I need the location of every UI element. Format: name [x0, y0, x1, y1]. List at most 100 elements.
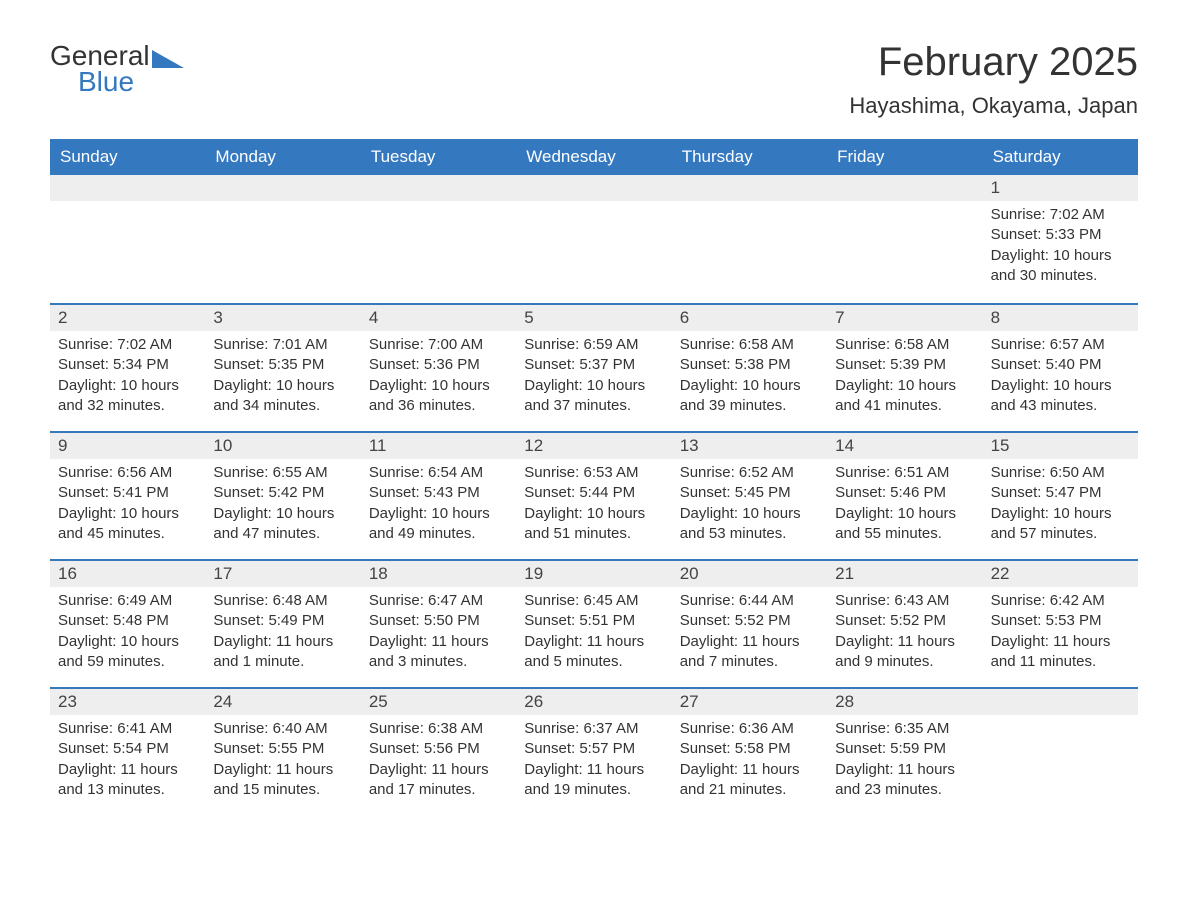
day-content: Sunrise: 6:42 AMSunset: 5:53 PMDaylight:…	[983, 587, 1138, 682]
sunset-line: Sunset: 5:45 PM	[680, 483, 819, 503]
sunset-line: Sunset: 5:57 PM	[524, 739, 663, 759]
week-row: 23Sunrise: 6:41 AMSunset: 5:54 PMDayligh…	[50, 687, 1138, 815]
weekday-monday: Monday	[205, 139, 360, 175]
day-content: Sunrise: 6:41 AMSunset: 5:54 PMDaylight:…	[50, 715, 205, 810]
sunrise-line: Sunrise: 6:56 AM	[58, 463, 197, 483]
day-number: 14	[827, 433, 982, 459]
sunset-line: Sunset: 5:52 PM	[835, 611, 974, 631]
day-content: Sunrise: 6:59 AMSunset: 5:37 PMDaylight:…	[516, 331, 671, 426]
day-cell: 13Sunrise: 6:52 AMSunset: 5:45 PMDayligh…	[672, 433, 827, 559]
sunset-line: Sunset: 5:55 PM	[213, 739, 352, 759]
sunrise-line: Sunrise: 6:50 AM	[991, 463, 1130, 483]
sunset-line: Sunset: 5:41 PM	[58, 483, 197, 503]
sunset-line: Sunset: 5:36 PM	[369, 355, 508, 375]
sunrise-line: Sunrise: 7:00 AM	[369, 335, 508, 355]
week-row: 16Sunrise: 6:49 AMSunset: 5:48 PMDayligh…	[50, 559, 1138, 687]
empty-day-bar	[516, 175, 671, 201]
sunset-line: Sunset: 5:34 PM	[58, 355, 197, 375]
day-number: 4	[361, 305, 516, 331]
day-number: 6	[672, 305, 827, 331]
day-number: 24	[205, 689, 360, 715]
day-content: Sunrise: 7:01 AMSunset: 5:35 PMDaylight:…	[205, 331, 360, 426]
sunset-line: Sunset: 5:59 PM	[835, 739, 974, 759]
sunrise-line: Sunrise: 6:53 AM	[524, 463, 663, 483]
sunrise-line: Sunrise: 6:38 AM	[369, 719, 508, 739]
day-content: Sunrise: 7:02 AMSunset: 5:34 PMDaylight:…	[50, 331, 205, 426]
day-number: 9	[50, 433, 205, 459]
day-content: Sunrise: 6:45 AMSunset: 5:51 PMDaylight:…	[516, 587, 671, 682]
day-number: 28	[827, 689, 982, 715]
daylight-line: Daylight: 11 hours and 19 minutes.	[524, 760, 663, 801]
daylight-line: Daylight: 10 hours and 39 minutes.	[680, 376, 819, 417]
day-number: 5	[516, 305, 671, 331]
day-cell: 16Sunrise: 6:49 AMSunset: 5:48 PMDayligh…	[50, 561, 205, 687]
day-content: Sunrise: 6:51 AMSunset: 5:46 PMDaylight:…	[827, 459, 982, 554]
sunrise-line: Sunrise: 6:40 AM	[213, 719, 352, 739]
daylight-line: Daylight: 10 hours and 53 minutes.	[680, 504, 819, 545]
day-content: Sunrise: 6:58 AMSunset: 5:38 PMDaylight:…	[672, 331, 827, 426]
empty-day-bar	[50, 175, 205, 201]
sunrise-line: Sunrise: 7:02 AM	[991, 205, 1130, 225]
day-number: 27	[672, 689, 827, 715]
day-cell: 19Sunrise: 6:45 AMSunset: 5:51 PMDayligh…	[516, 561, 671, 687]
daylight-line: Daylight: 10 hours and 30 minutes.	[991, 246, 1130, 287]
daylight-line: Daylight: 10 hours and 47 minutes.	[213, 504, 352, 545]
day-cell: 9Sunrise: 6:56 AMSunset: 5:41 PMDaylight…	[50, 433, 205, 559]
daylight-line: Daylight: 11 hours and 15 minutes.	[213, 760, 352, 801]
day-number: 2	[50, 305, 205, 331]
day-content: Sunrise: 6:44 AMSunset: 5:52 PMDaylight:…	[672, 587, 827, 682]
sunset-line: Sunset: 5:43 PM	[369, 483, 508, 503]
day-cell: 17Sunrise: 6:48 AMSunset: 5:49 PMDayligh…	[205, 561, 360, 687]
sunset-line: Sunset: 5:54 PM	[58, 739, 197, 759]
day-content: Sunrise: 6:38 AMSunset: 5:56 PMDaylight:…	[361, 715, 516, 810]
sunrise-line: Sunrise: 6:51 AM	[835, 463, 974, 483]
calendar: SundayMondayTuesdayWednesdayThursdayFrid…	[50, 139, 1138, 815]
day-number: 21	[827, 561, 982, 587]
day-number: 11	[361, 433, 516, 459]
day-cell	[827, 175, 982, 303]
sunrise-line: Sunrise: 6:54 AM	[369, 463, 508, 483]
day-content: Sunrise: 6:50 AMSunset: 5:47 PMDaylight:…	[983, 459, 1138, 554]
empty-day-bar	[983, 689, 1138, 715]
daylight-line: Daylight: 10 hours and 45 minutes.	[58, 504, 197, 545]
sunrise-line: Sunrise: 6:58 AM	[680, 335, 819, 355]
day-content: Sunrise: 6:56 AMSunset: 5:41 PMDaylight:…	[50, 459, 205, 554]
month-title: February 2025	[849, 40, 1138, 85]
sunset-line: Sunset: 5:49 PM	[213, 611, 352, 631]
header: General Blue February 2025 Hayashima, Ok…	[50, 40, 1138, 119]
day-number: 8	[983, 305, 1138, 331]
sunrise-line: Sunrise: 6:57 AM	[991, 335, 1130, 355]
day-cell: 20Sunrise: 6:44 AMSunset: 5:52 PMDayligh…	[672, 561, 827, 687]
sunrise-line: Sunrise: 6:36 AM	[680, 719, 819, 739]
day-number: 1	[983, 175, 1138, 201]
weekday-header-row: SundayMondayTuesdayWednesdayThursdayFrid…	[50, 139, 1138, 175]
sunrise-line: Sunrise: 6:42 AM	[991, 591, 1130, 611]
daylight-line: Daylight: 11 hours and 21 minutes.	[680, 760, 819, 801]
day-content: Sunrise: 6:55 AMSunset: 5:42 PMDaylight:…	[205, 459, 360, 554]
day-cell: 25Sunrise: 6:38 AMSunset: 5:56 PMDayligh…	[361, 689, 516, 815]
day-number: 13	[672, 433, 827, 459]
daylight-line: Daylight: 10 hours and 43 minutes.	[991, 376, 1130, 417]
day-cell: 14Sunrise: 6:51 AMSunset: 5:46 PMDayligh…	[827, 433, 982, 559]
day-cell: 5Sunrise: 6:59 AMSunset: 5:37 PMDaylight…	[516, 305, 671, 431]
day-number: 18	[361, 561, 516, 587]
day-cell: 15Sunrise: 6:50 AMSunset: 5:47 PMDayligh…	[983, 433, 1138, 559]
day-cell: 22Sunrise: 6:42 AMSunset: 5:53 PMDayligh…	[983, 561, 1138, 687]
sunset-line: Sunset: 5:38 PM	[680, 355, 819, 375]
day-number: 15	[983, 433, 1138, 459]
day-cell	[50, 175, 205, 303]
daylight-line: Daylight: 10 hours and 57 minutes.	[991, 504, 1130, 545]
day-cell: 24 Sunrise: 6:40 AMSunset: 5:55 PMDayligh…	[205, 689, 360, 815]
daylight-line: Daylight: 10 hours and 59 minutes.	[58, 632, 197, 673]
daylight-line: Daylight: 11 hours and 3 minutes.	[369, 632, 508, 673]
sunset-line: Sunset: 5:40 PM	[991, 355, 1130, 375]
day-cell: 7Sunrise: 6:58 AMSunset: 5:39 PMDaylight…	[827, 305, 982, 431]
day-number: 20	[672, 561, 827, 587]
day-content: Sunrise: 6:43 AMSunset: 5:52 PMDaylight:…	[827, 587, 982, 682]
day-content: Sunrise: 6:47 AMSunset: 5:50 PMDaylight:…	[361, 587, 516, 682]
day-cell: 4Sunrise: 7:00 AMSunset: 5:36 PMDaylight…	[361, 305, 516, 431]
title-block: February 2025 Hayashima, Okayama, Japan	[849, 40, 1138, 119]
sunset-line: Sunset: 5:52 PM	[680, 611, 819, 631]
day-cell: 28Sunrise: 6:35 AMSunset: 5:59 PMDayligh…	[827, 689, 982, 815]
sunset-line: Sunset: 5:56 PM	[369, 739, 508, 759]
